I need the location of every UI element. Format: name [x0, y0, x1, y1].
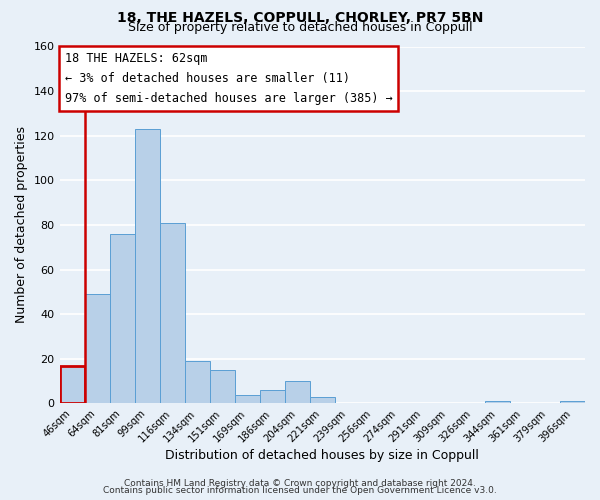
Bar [560, 401, 585, 404]
Bar [134, 129, 160, 404]
Bar [85, 294, 110, 404]
Text: Size of property relative to detached houses in Coppull: Size of property relative to detached ho… [128, 22, 472, 35]
Bar [160, 223, 185, 404]
Text: 18 THE HAZELS: 62sqm
← 3% of detached houses are smaller (11)
97% of semi-detach: 18 THE HAZELS: 62sqm ← 3% of detached ho… [65, 52, 392, 105]
Y-axis label: Number of detached properties: Number of detached properties [15, 126, 28, 324]
Bar [59, 366, 85, 404]
Bar [185, 361, 209, 404]
Bar [235, 394, 260, 404]
Bar [310, 397, 335, 404]
Bar [260, 390, 285, 404]
Bar [285, 381, 310, 404]
Text: Contains public sector information licensed under the Open Government Licence v3: Contains public sector information licen… [103, 486, 497, 495]
Bar [485, 401, 510, 404]
Text: Contains HM Land Registry data © Crown copyright and database right 2024.: Contains HM Land Registry data © Crown c… [124, 478, 476, 488]
Bar [110, 234, 134, 404]
X-axis label: Distribution of detached houses by size in Coppull: Distribution of detached houses by size … [166, 450, 479, 462]
Text: 18, THE HAZELS, COPPULL, CHORLEY, PR7 5BN: 18, THE HAZELS, COPPULL, CHORLEY, PR7 5B… [117, 11, 483, 25]
Bar [209, 370, 235, 404]
